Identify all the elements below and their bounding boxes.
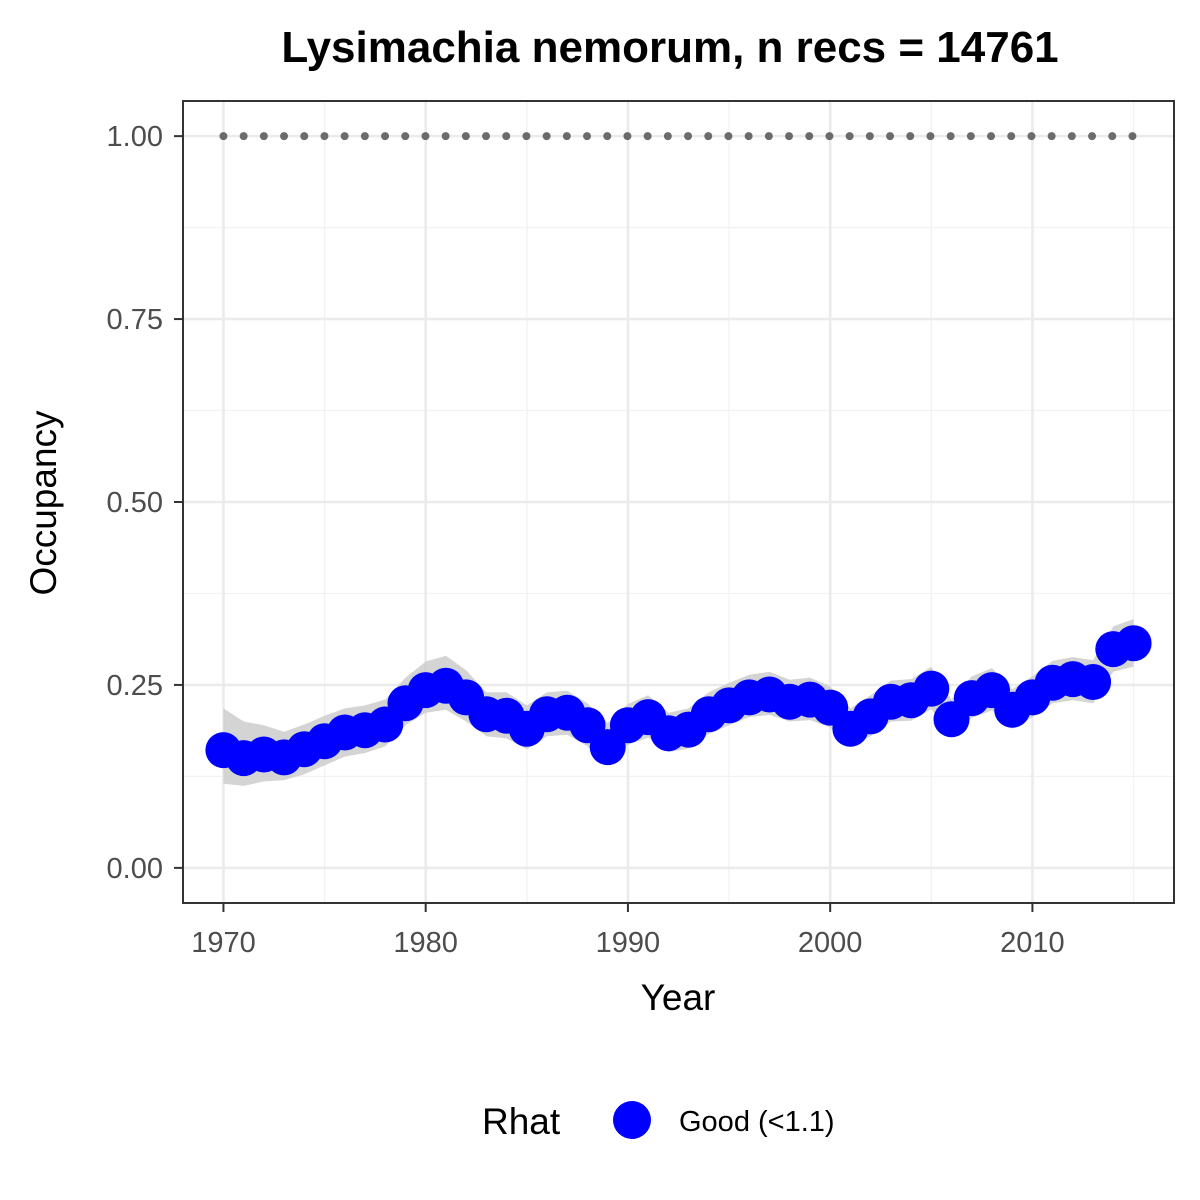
legend: Rhat Good (<1.1) — [482, 1101, 835, 1142]
confidence-ribbon-layer — [223, 619, 1134, 786]
y-tick-label: 0.50 — [107, 487, 163, 519]
y-tick-label: 0.25 — [107, 670, 163, 702]
chart-title: Lysimachia nemorum, n recs = 14761 — [281, 23, 1058, 72]
y-axis-ticks: 0.00 0.25 0.50 0.75 1.00 — [107, 121, 183, 885]
occupancy-point — [1075, 664, 1112, 700]
x-tick-label: 1990 — [596, 927, 661, 959]
y-tick-label: 0.00 — [107, 853, 163, 885]
y-axis-label: Occupancy — [23, 410, 64, 596]
occupancy-point — [913, 670, 950, 707]
legend-title: Rhat — [482, 1101, 561, 1142]
legend-label-good: Good (<1.1) — [679, 1106, 835, 1138]
x-tick-label: 2010 — [1000, 927, 1065, 959]
x-tick-label: 2000 — [798, 927, 863, 959]
grid-lines — [183, 101, 1174, 903]
x-axis-ticks: 1970 1980 1990 2000 2010 — [191, 903, 1065, 959]
y-tick-label: 0.75 — [107, 304, 163, 336]
x-axis-label: Year — [641, 977, 716, 1018]
occupancy-points-layer — [205, 625, 1152, 777]
y-tick-label: 1.00 — [107, 121, 163, 153]
legend-key-good — [613, 1101, 651, 1139]
x-tick-label: 1980 — [393, 927, 458, 959]
x-tick-label: 1970 — [191, 927, 256, 959]
confidence-ribbon — [223, 619, 1134, 786]
occupancy-point — [1115, 625, 1152, 662]
